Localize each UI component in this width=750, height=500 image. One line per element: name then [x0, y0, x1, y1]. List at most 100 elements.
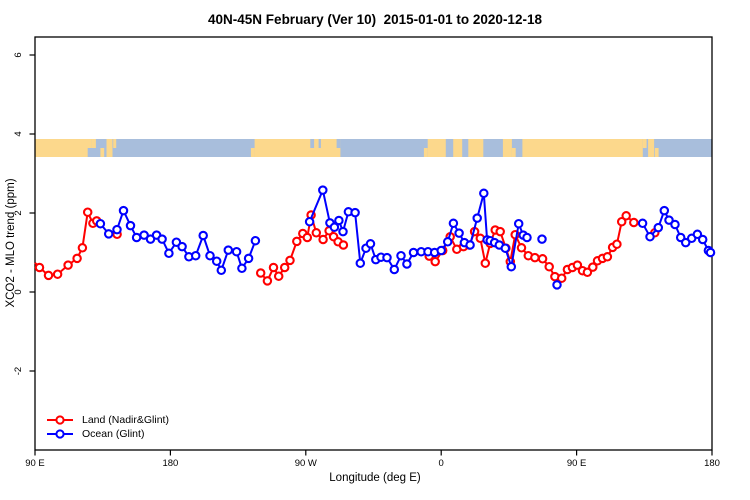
data-point	[670, 219, 680, 230]
data-point	[506, 261, 517, 272]
y-tick-label: 6	[13, 52, 24, 57]
legend-item-land: Land (Nadir&Glint)	[46, 413, 169, 427]
data-point	[43, 270, 54, 281]
map-strip-coast-jag	[318, 139, 321, 148]
data-point	[653, 222, 664, 233]
data-point	[302, 232, 313, 243]
data-point	[479, 188, 489, 199]
data-point	[355, 258, 366, 268]
data-point	[382, 252, 392, 263]
data-point	[692, 229, 703, 240]
data-point	[157, 234, 167, 244]
data-point	[664, 215, 674, 225]
map-strip-coast-jag	[113, 139, 117, 148]
data-point	[177, 241, 187, 252]
data-point	[522, 232, 532, 243]
data-point	[52, 269, 63, 279]
map-strip-land	[35, 139, 92, 157]
data-point	[402, 259, 412, 269]
data-point	[131, 232, 142, 243]
map-strip-land	[453, 139, 463, 157]
data-point	[530, 252, 540, 263]
data-point	[285, 255, 295, 266]
data-point	[211, 256, 222, 266]
data-point	[190, 250, 201, 261]
data-point	[139, 230, 149, 240]
data-point	[334, 215, 344, 226]
chart-title: 40N-45N February (Ver 10) 2015-01-01 to …	[208, 12, 542, 27]
data-point	[164, 248, 174, 259]
data-point	[472, 213, 482, 223]
map-strip-coast-jag	[87, 148, 93, 157]
data-point	[612, 239, 622, 249]
map-strip-coast-jag	[91, 139, 96, 148]
data-point	[311, 228, 322, 238]
data-point	[262, 276, 273, 286]
series-ocean	[95, 185, 716, 290]
data-point	[616, 216, 627, 227]
data-point	[454, 228, 464, 238]
data-point	[250, 235, 261, 246]
data-point	[537, 254, 548, 264]
data-point	[588, 262, 598, 272]
data-point	[216, 265, 227, 276]
data-point	[465, 240, 475, 250]
x-tick-label: 0	[439, 458, 444, 469]
data-point	[118, 205, 129, 216]
map-strip-land	[502, 139, 512, 157]
data-point	[273, 271, 284, 281]
map-strip-coast-jag	[336, 139, 341, 148]
x-tick-label: 90 E	[567, 458, 587, 469]
data-point	[329, 222, 340, 232]
data-point	[680, 237, 691, 248]
y-tick-label: 4	[13, 131, 24, 136]
data-point	[448, 218, 459, 229]
data-point	[389, 264, 400, 275]
map-strip-land	[522, 139, 643, 157]
map-strip-land	[254, 139, 341, 157]
x-axis-label: Longitude (deg E)	[329, 472, 421, 484]
data-point	[552, 280, 562, 290]
data-point	[582, 267, 593, 278]
map-strip-coast-jag	[642, 139, 647, 148]
data-point	[318, 234, 328, 245]
y-tick-label: -2	[13, 367, 24, 375]
data-point	[338, 240, 349, 250]
data-point	[705, 247, 716, 258]
data-point	[480, 258, 491, 268]
data-point	[495, 226, 505, 237]
data-point	[243, 253, 254, 264]
data-point	[556, 273, 567, 283]
data-point	[72, 253, 82, 264]
legend-ocean-label: Ocean (Glint)	[82, 428, 145, 440]
data-point	[82, 207, 93, 217]
data-point	[537, 234, 547, 244]
y-tick-label: 2	[13, 210, 24, 215]
data-point	[621, 211, 631, 221]
data-point	[637, 218, 648, 229]
legend-land-label: Land (Nadir&Glint)	[82, 414, 169, 426]
data-point	[205, 250, 215, 261]
x-tick-label: 90 E	[25, 458, 45, 469]
legend-land-line-icon	[47, 415, 73, 425]
data-point	[255, 268, 266, 278]
x-tick-label: 180	[704, 458, 720, 469]
data-point	[63, 260, 73, 270]
data-point	[125, 220, 136, 231]
legend-ocean-line-icon	[47, 429, 73, 439]
map-strip-land	[468, 139, 484, 157]
x-tick-label: 90 W	[295, 458, 317, 469]
data-point	[103, 229, 114, 239]
data-point	[292, 236, 302, 247]
map-strip-coast-jag	[511, 148, 516, 157]
data-point	[338, 226, 348, 237]
data-point	[34, 262, 45, 273]
data-point	[697, 234, 708, 245]
data-point	[112, 224, 122, 235]
data-point	[513, 218, 524, 229]
data-point	[629, 217, 639, 228]
map-strip-coast-jag	[423, 148, 428, 157]
data-point	[408, 247, 419, 258]
